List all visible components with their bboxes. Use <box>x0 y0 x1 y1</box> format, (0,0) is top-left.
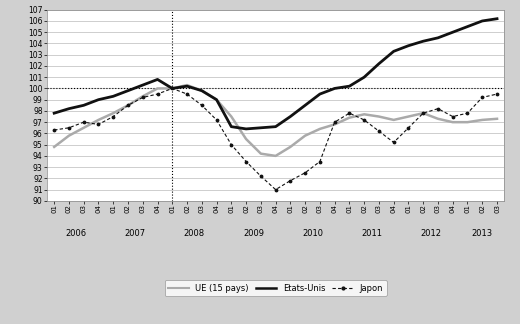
Text: 2008: 2008 <box>184 229 205 238</box>
Text: 2013: 2013 <box>472 229 493 238</box>
Legend: UE (15 pays), Etats-Unis, Japon: UE (15 pays), Etats-Unis, Japon <box>165 281 386 296</box>
Text: 2006: 2006 <box>66 229 87 238</box>
Text: 2010: 2010 <box>302 229 323 238</box>
Text: 2007: 2007 <box>125 229 146 238</box>
Text: 2009: 2009 <box>243 229 264 238</box>
Text: 2011: 2011 <box>361 229 382 238</box>
Text: 2012: 2012 <box>420 229 441 238</box>
